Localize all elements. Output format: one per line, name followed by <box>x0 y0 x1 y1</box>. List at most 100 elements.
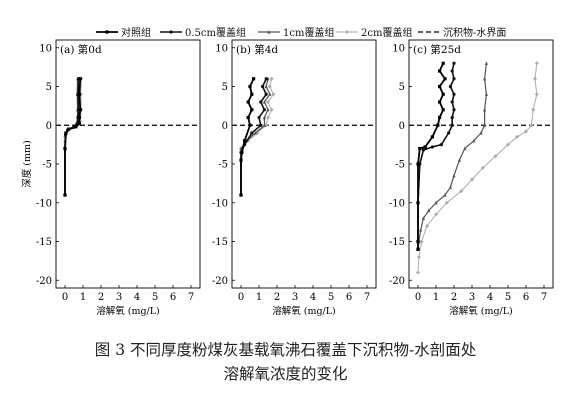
legend-marker <box>345 30 349 34</box>
data-point <box>529 123 534 128</box>
data-point <box>448 185 452 189</box>
legend-label: 沉积物-水界面 <box>443 26 506 39</box>
data-point <box>472 138 476 143</box>
legend: 对照组 0.5cm覆盖组 1cm覆盖组 2cm覆盖组 沉积物-水界面 <box>96 26 506 39</box>
data-point <box>77 92 81 96</box>
data-point <box>452 108 456 112</box>
data-point <box>264 92 268 96</box>
data-point <box>246 100 250 104</box>
data-point <box>262 108 266 112</box>
legend-label: 2cm覆盖组 <box>361 26 412 39</box>
panel-label: (a) 第0d <box>60 43 102 56</box>
data-point <box>483 107 487 112</box>
data-point <box>427 208 431 213</box>
data-point <box>506 142 510 147</box>
y-tick-label: -5 <box>395 160 405 171</box>
y-tick-label: -10 <box>36 198 52 209</box>
x-tick-label: 5 <box>152 292 158 303</box>
data-series <box>416 61 539 275</box>
y-tick-label: 0 <box>399 121 405 132</box>
y-tick-label: 5 <box>222 82 228 93</box>
x-tick-label: 4 <box>487 292 493 303</box>
series-line <box>417 63 538 273</box>
data-point <box>438 115 442 120</box>
x-axis-label: 溶解氧 (mg/L) <box>272 305 336 317</box>
data-point <box>78 77 82 81</box>
figure-caption-line1: 图 3 不同厚度粉煤灰基载氧沸石覆盖下沉积物-水剖面处 <box>94 341 477 359</box>
x-tick-label: 7 <box>364 292 370 303</box>
data-point <box>484 92 488 96</box>
data-point <box>534 61 539 66</box>
data-point <box>441 108 445 112</box>
data-point <box>418 146 422 151</box>
x-tick-label: 6 <box>523 292 529 303</box>
data-point <box>452 77 456 81</box>
panel-label: (b) 第4d <box>236 43 278 56</box>
data-point <box>479 131 483 135</box>
data-point <box>257 115 261 120</box>
x-tick-label: 6 <box>346 292 352 303</box>
data-point <box>493 154 498 159</box>
data-point <box>443 77 447 81</box>
x-tick-label: 7 <box>541 292 547 303</box>
data-point <box>457 158 461 162</box>
data-point <box>416 255 421 259</box>
data-point <box>452 173 456 178</box>
x-tick-label: 1 <box>433 292 439 303</box>
data-point <box>438 84 442 89</box>
data-point <box>239 158 243 162</box>
data-point <box>269 76 274 81</box>
y-tick-label: -10 <box>212 198 228 209</box>
data-point <box>252 77 256 81</box>
data-point <box>524 129 528 134</box>
data-point <box>452 61 456 65</box>
x-tick-label: 5 <box>328 292 334 303</box>
data-point <box>443 193 447 197</box>
data-point <box>450 123 454 127</box>
data-point <box>262 123 266 127</box>
y-tick-label: 0 <box>46 121 52 132</box>
data-point <box>416 162 420 166</box>
data-point <box>450 115 454 120</box>
figure-caption-line2: 溶解氧浓度的变化 <box>223 365 348 383</box>
legend-entry: 2cm覆盖组 <box>336 26 412 39</box>
x-tick-label: 4 <box>310 292 316 303</box>
data-series <box>239 77 268 197</box>
series-line <box>64 78 80 195</box>
x-tick-label: 4 <box>134 292 140 303</box>
x-tick-label: 3 <box>469 292 475 303</box>
data-point <box>239 193 243 197</box>
data-point <box>268 92 272 96</box>
y-tick-label: 5 <box>46 82 52 93</box>
series-line <box>417 63 487 250</box>
x-tick-label: 2 <box>274 292 280 303</box>
y-tick-label: -20 <box>36 276 52 287</box>
data-point <box>259 100 263 104</box>
y-tick-label: -20 <box>212 276 228 287</box>
panel-label: (c) 第25d <box>413 43 461 56</box>
y-tick-label: -5 <box>42 160 52 171</box>
data-point <box>266 115 270 120</box>
data-point <box>269 107 274 112</box>
data-point <box>267 84 272 89</box>
y-tick-label: 10 <box>39 43 52 54</box>
data-point <box>77 122 81 126</box>
legend-marker <box>105 30 109 34</box>
data-point <box>77 115 81 120</box>
x-tick-label: 3 <box>116 292 122 303</box>
x-axis-label: 溶解氧 (mg/L) <box>96 305 160 317</box>
data-point <box>264 84 268 89</box>
data-point <box>441 61 445 65</box>
data-series <box>416 61 447 251</box>
legend-entry: 0.5cm覆盖组 <box>160 26 246 39</box>
y-tick-label: -15 <box>36 237 52 248</box>
data-point <box>438 69 442 73</box>
data-point <box>419 227 423 232</box>
data-point <box>444 200 449 205</box>
data-point <box>248 123 252 127</box>
series-line <box>417 63 455 250</box>
x-tick-label: 3 <box>292 292 298 303</box>
x-tick-label: 1 <box>256 292 262 303</box>
data-point <box>250 92 254 96</box>
x-tick-label: 0 <box>62 292 68 303</box>
